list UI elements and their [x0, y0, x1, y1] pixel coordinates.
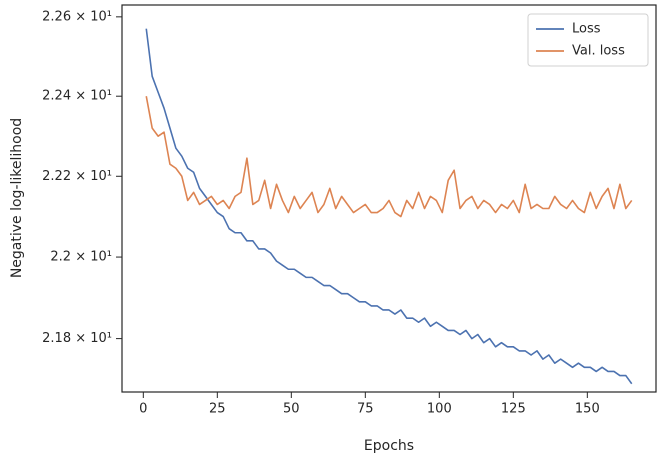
plot-frame	[121, 4, 657, 393]
legend-box	[527, 13, 649, 67]
x-tick-label: 100	[427, 402, 452, 417]
y-axis-label: Negative log-likelihood	[9, 118, 25, 278]
y-tick-label: 2.22 × 10¹	[42, 169, 112, 184]
x-tick-label: 25	[209, 402, 226, 417]
x-tick-label: 0	[139, 402, 147, 417]
x-axis-label: Epochs	[364, 438, 414, 454]
x-tick-label: 50	[283, 402, 300, 417]
legend-label: Loss	[572, 22, 601, 37]
line-series	[145, 96, 633, 218]
legend-label: Val. loss	[572, 44, 625, 59]
y-tick-label: 2.18 × 10¹	[42, 331, 112, 346]
y-tick-label: 2.2 × 10¹	[50, 250, 112, 265]
legend: Loss Val. loss	[527, 13, 649, 67]
y-tick-label: 2.26 × 10¹	[42, 9, 112, 24]
x-tick-label: 125	[501, 402, 526, 417]
y-tick-label: 2.24 × 10¹	[42, 89, 112, 104]
x-tick-label: 150	[575, 402, 600, 417]
x-tick-label: 75	[357, 402, 374, 417]
line-series	[145, 28, 633, 385]
